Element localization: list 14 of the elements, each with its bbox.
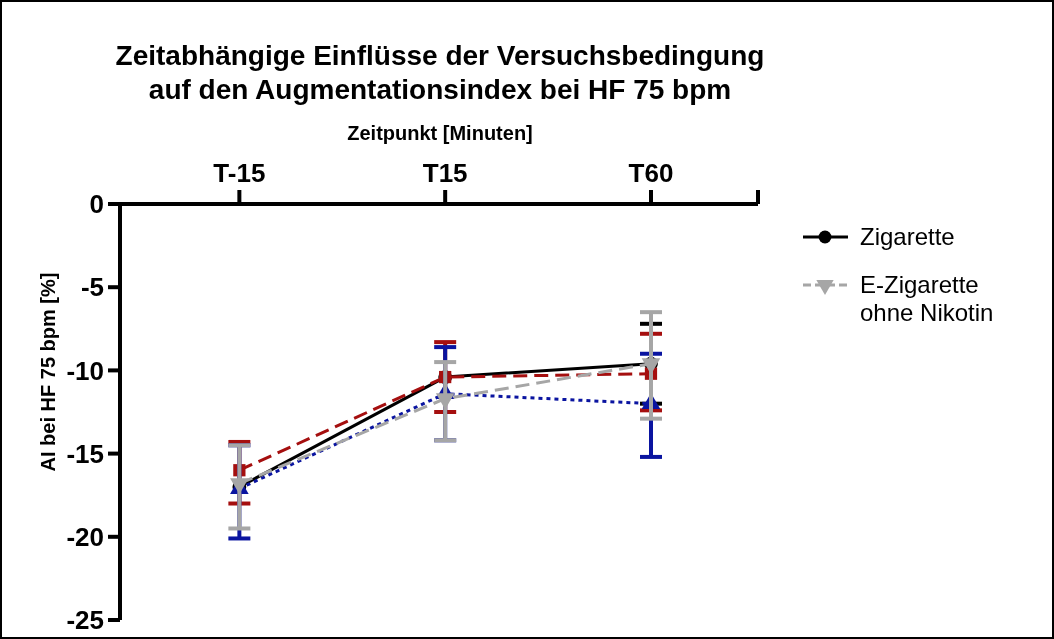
y-tick-label: -5 xyxy=(80,272,104,303)
legend-label: Zigarette xyxy=(860,223,955,251)
chart-title: Zeitabhängige Einflüsse der Versuchsbedingung auf den Augmentationsindex bei HF 75 bpm xyxy=(115,40,765,105)
x-tick-label: T15 xyxy=(422,158,468,188)
y-tick-label: -25 xyxy=(66,605,104,636)
y-tick-label: 0 xyxy=(89,189,104,220)
x-axis-title: Zeitpunkt [Minuten] xyxy=(347,122,533,144)
x-tick-label: T-15 xyxy=(213,158,266,188)
y-tick-label: -20 xyxy=(66,521,104,552)
x-tick-label: T60 xyxy=(628,158,674,188)
y-tick-label: -10 xyxy=(66,355,104,386)
legend-label: E-Zigarette ohne Nikotin xyxy=(860,271,994,327)
y-tick-label: -15 xyxy=(66,438,104,469)
y-axis-title: AI bei HF 75 bpm [%] xyxy=(37,272,59,472)
